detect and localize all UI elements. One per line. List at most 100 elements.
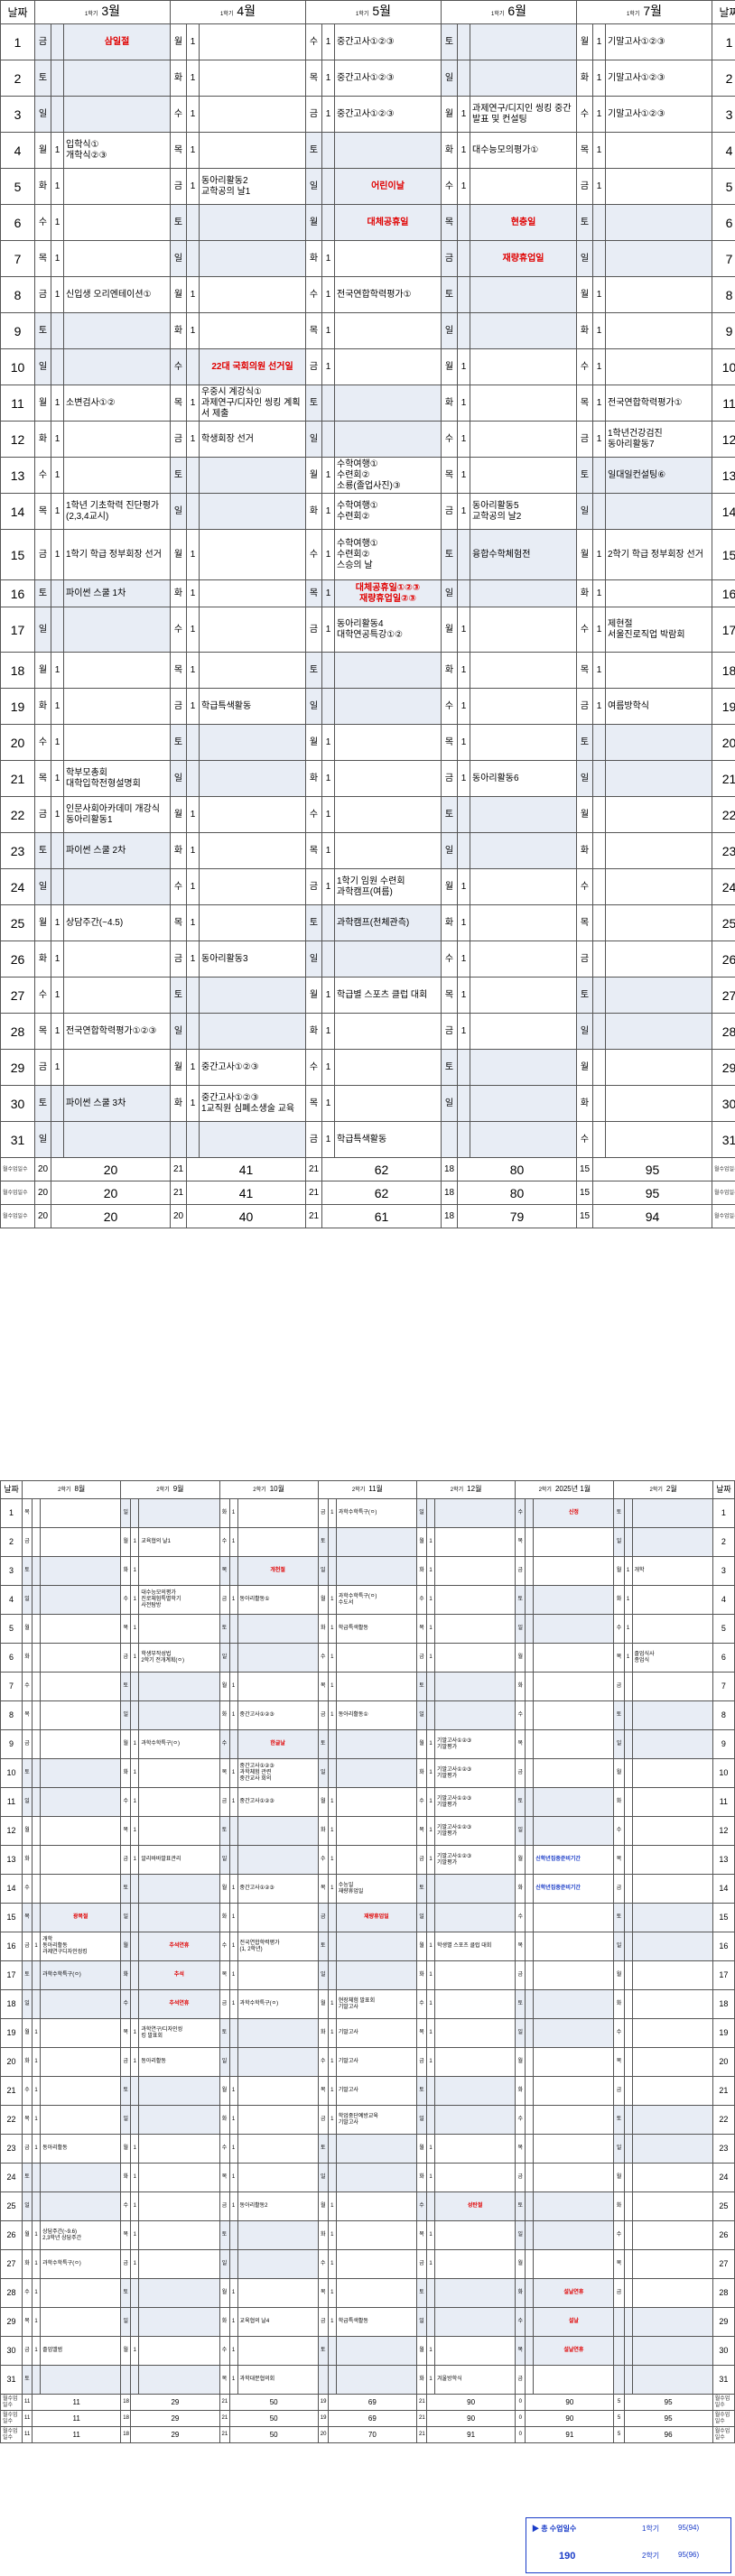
weekday-cell: 금: [415, 1845, 428, 1875]
day-row: 2 토 화 1 목 1 중간고사①②③ 일 화 1 기말고사①②③ 2: [0, 60, 735, 97]
event-cell: 알리바바발표관리: [138, 1845, 220, 1875]
weekday-cell: 목: [219, 1556, 230, 1586]
class-day-flag: 1: [592, 688, 606, 725]
event-cell: [533, 1672, 615, 1701]
event-cell: [533, 2047, 615, 2077]
weekday-cell: 수: [34, 724, 51, 761]
event-cell: [605, 832, 712, 869]
class-day-flag: 1: [321, 868, 335, 905]
event-cell: [605, 240, 712, 277]
event-cell: [470, 60, 577, 97]
weekday-cell: 금: [219, 1787, 230, 1817]
event-cell: [605, 977, 712, 1014]
event-cell: [138, 2105, 220, 2135]
event-cell: [605, 941, 712, 978]
weekday-cell: 토: [22, 2163, 33, 2192]
day-number: 3: [0, 96, 35, 133]
weekday-cell: 일: [34, 868, 51, 905]
day-number: 21: [0, 2076, 23, 2106]
class-day-flag: 1: [426, 1758, 436, 1788]
weekday-cell: 화: [576, 832, 593, 869]
day-row: 20 수 1 토 월 1 목 1 토 20: [0, 724, 735, 761]
weekday-cell: 금: [515, 1556, 526, 1586]
day-number: 15: [712, 529, 735, 580]
class-day-flag: [623, 1498, 633, 1528]
event-cell: [470, 607, 577, 653]
day-number: 22: [712, 2105, 735, 2135]
class-day-flag: [228, 2018, 238, 2048]
event-cell: [335, 1729, 418, 1759]
class-day-flag: 1: [130, 1787, 140, 1817]
cumulative-days: 80: [457, 1157, 577, 1181]
weekday-cell: 일: [305, 688, 322, 725]
weekday-cell: 수: [576, 96, 593, 133]
event-cell: [605, 132, 712, 169]
class-day-flag: [51, 1121, 64, 1158]
class-day-flag: 1: [321, 760, 335, 797]
class-day-flag: [32, 1585, 42, 1615]
class-day-flag: 1: [327, 2018, 337, 2048]
class-day-flag: 1: [457, 607, 470, 653]
weekday-cell: 금: [613, 1874, 625, 1904]
event-cell: [605, 652, 712, 689]
class-day-flag: [51, 23, 64, 60]
weekday-cell: 목: [515, 2336, 526, 2366]
event-cell: [63, 204, 171, 241]
total-school-days-box: ▶ 총 수업일수 1학기 95(94) 190 2학기 95(96): [526, 2517, 731, 2573]
class-day-flag: [32, 1960, 42, 1990]
class-day-flag: [130, 2278, 140, 2308]
class-day-flag: [51, 1085, 64, 1122]
month-label: 6월: [507, 3, 527, 18]
school-days-label: 월수업일수: [0, 2410, 23, 2427]
class-day-flag: 1: [51, 1013, 64, 1050]
weekday-cell: 토: [170, 724, 187, 761]
class-day-flag: [186, 240, 200, 277]
event-cell: [470, 579, 577, 607]
class-day-flag: 1: [426, 1729, 436, 1759]
event-cell: 교육협의 날4: [237, 2307, 319, 2337]
weekday-cell: 수: [34, 977, 51, 1014]
event-cell: 동아리활동4 대학연공특강①②: [334, 607, 442, 653]
monthly-days: 18: [120, 2426, 132, 2443]
weekday-cell: 토: [441, 529, 458, 580]
class-day-flag: [592, 904, 606, 941]
monthly-days: 18: [120, 2410, 132, 2427]
day-number: 15: [0, 1903, 23, 1932]
event-cell: [335, 1932, 418, 1961]
day-number: 22: [0, 2105, 23, 2135]
weekday-cell: 수: [219, 2336, 230, 2366]
weekday-cell: 목: [34, 493, 51, 530]
weekday-cell: 수: [22, 2278, 33, 2308]
day-number: 26: [0, 941, 35, 978]
class-day-flag: 1: [32, 2018, 42, 2048]
class-day-flag: 1: [186, 132, 200, 169]
weekday-cell: 화: [441, 904, 458, 941]
class-day-flag: 1: [130, 1614, 140, 1644]
weekday-cell: 토: [120, 1874, 132, 1904]
semester-label: 2학기: [351, 1487, 366, 1493]
day-number: 16: [0, 579, 35, 607]
weekday-cell: 목: [34, 1013, 51, 1050]
event-cell: [533, 2076, 615, 2106]
class-day-flag: 1: [228, 1700, 238, 1730]
weekday-cell: 토: [576, 977, 593, 1014]
class-day-flag: 1: [321, 796, 335, 833]
class-day-flag: [51, 348, 64, 385]
weekday-cell: 토: [305, 904, 322, 941]
class-day-flag: [130, 1960, 140, 1990]
weekday-cell: 토: [317, 2134, 329, 2164]
day-row: 19 화 1 금 1 학급특색활동 일 수 1 금 1 여름방학식 19: [0, 688, 735, 725]
class-day-flag: 1: [32, 2105, 42, 2135]
day-number: 7: [712, 240, 735, 277]
class-day-flag: [186, 977, 200, 1014]
class-day-flag: 1: [321, 96, 335, 133]
event-cell: [434, 2336, 516, 2366]
class-day-flag: [32, 1614, 42, 1644]
weekday-cell: 수: [34, 204, 51, 241]
event-cell: 수능일 재량휴업일: [335, 1874, 418, 1904]
weekday-cell: 일: [415, 2307, 428, 2337]
class-day-flag: [525, 1758, 535, 1788]
weekday-cell: 토: [305, 132, 322, 169]
day-row: 29 금 1 월 1 중간고사①②③ 수 1 토 월 29: [0, 1049, 735, 1086]
day-row: 8 목 일 화 1 중간고사①②③ 금 1 동아리활동① 일 수 토 8: [0, 1700, 735, 1730]
